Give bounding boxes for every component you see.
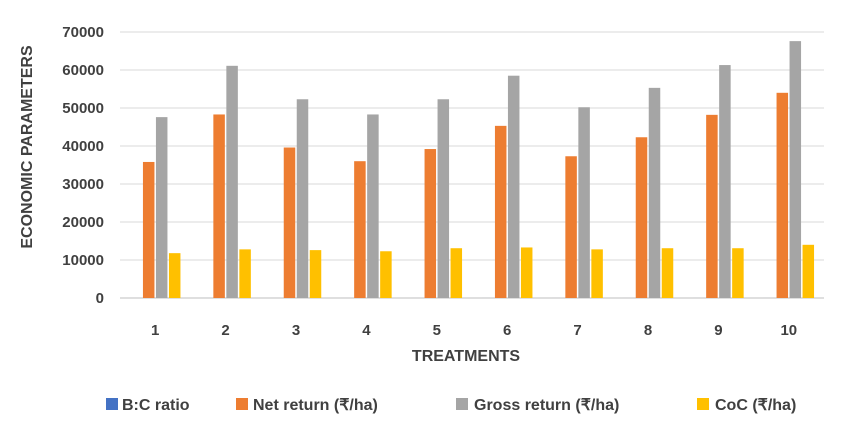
y-tick-label: 30000 <box>62 176 104 193</box>
legend-label: CoC (₹/ha) <box>715 397 796 414</box>
gridlines <box>120 31 824 299</box>
bar <box>437 99 450 298</box>
bar <box>719 65 731 298</box>
x-tick-label: 4 <box>362 322 371 339</box>
x-tick-label: 8 <box>644 322 652 339</box>
x-tick-label: 10 <box>780 322 797 339</box>
y-tick-label: 40000 <box>62 138 104 155</box>
bar <box>635 137 648 298</box>
x-tick-label: 5 <box>433 322 441 339</box>
legend-swatch <box>697 398 709 410</box>
x-tick-label: 9 <box>714 322 722 339</box>
legend-swatch <box>456 398 468 410</box>
y-axis-title: ECONOMIC PARAMETERS <box>19 45 36 249</box>
legend-label: B:C ratio <box>122 397 190 414</box>
bar <box>789 41 802 299</box>
bar <box>520 247 533 298</box>
bar <box>168 253 181 298</box>
x-tick-label: 1 <box>151 322 159 339</box>
bar <box>450 248 463 298</box>
bar <box>494 125 507 298</box>
y-tick-label: 10000 <box>62 252 104 269</box>
legend-swatch <box>106 398 118 410</box>
y-axis-ticks: 0 10000 20000 30000 40000 50000 60000 70000 <box>62 24 104 307</box>
bar <box>648 87 661 298</box>
bar <box>367 114 379 299</box>
y-tick-label: 20000 <box>62 214 104 231</box>
bar <box>380 251 392 298</box>
bar <box>226 65 238 298</box>
y-tick-label: 50000 <box>62 100 104 117</box>
bar <box>142 161 155 298</box>
y-tick-label: 60000 <box>62 62 104 79</box>
x-tick-label: 6 <box>503 322 511 339</box>
bar <box>213 114 225 299</box>
legend-label: Gross return (₹/ha) <box>474 397 619 414</box>
bar <box>239 249 251 298</box>
bar <box>565 156 577 298</box>
bar <box>283 147 296 298</box>
bar <box>732 248 744 298</box>
bar <box>354 161 366 298</box>
bar <box>309 250 322 298</box>
bar <box>424 149 437 298</box>
bar <box>802 244 815 298</box>
bar <box>296 99 309 298</box>
bars <box>129 41 815 299</box>
x-tick-label: 2 <box>221 322 229 339</box>
bar <box>155 117 168 299</box>
x-axis-title: TREATMENTS <box>412 348 520 365</box>
bar <box>591 249 603 298</box>
bar <box>661 248 674 298</box>
x-tick-label: 3 <box>292 322 300 339</box>
y-tick-label: 0 <box>96 290 104 307</box>
x-tick-label: 7 <box>573 322 581 339</box>
x-axis-ticks: 1 2 3 4 5 6 7 8 9 10 <box>151 322 797 339</box>
bar <box>706 114 718 298</box>
legend-swatch <box>236 398 248 410</box>
bar <box>507 75 520 298</box>
bar <box>578 107 590 299</box>
bar <box>776 92 789 298</box>
legend: B:C ratio Net return (₹/ha) Gross return (… <box>106 397 796 414</box>
legend-label: Net return (₹/ha) <box>253 397 378 414</box>
y-tick-label: 70000 <box>62 24 104 41</box>
